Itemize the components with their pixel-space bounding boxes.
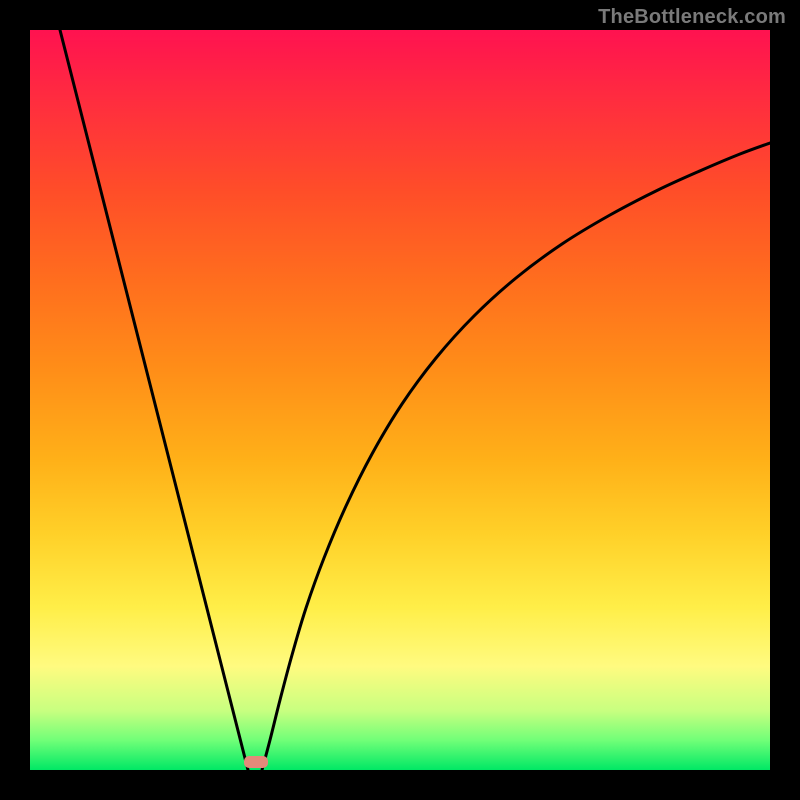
left-line [60, 30, 248, 770]
minima-marker [244, 756, 268, 768]
chart-frame [30, 30, 770, 770]
watermark-text: TheBottleneck.com [598, 6, 786, 29]
chart-curves-layer [30, 30, 770, 770]
right-curve [262, 143, 770, 770]
